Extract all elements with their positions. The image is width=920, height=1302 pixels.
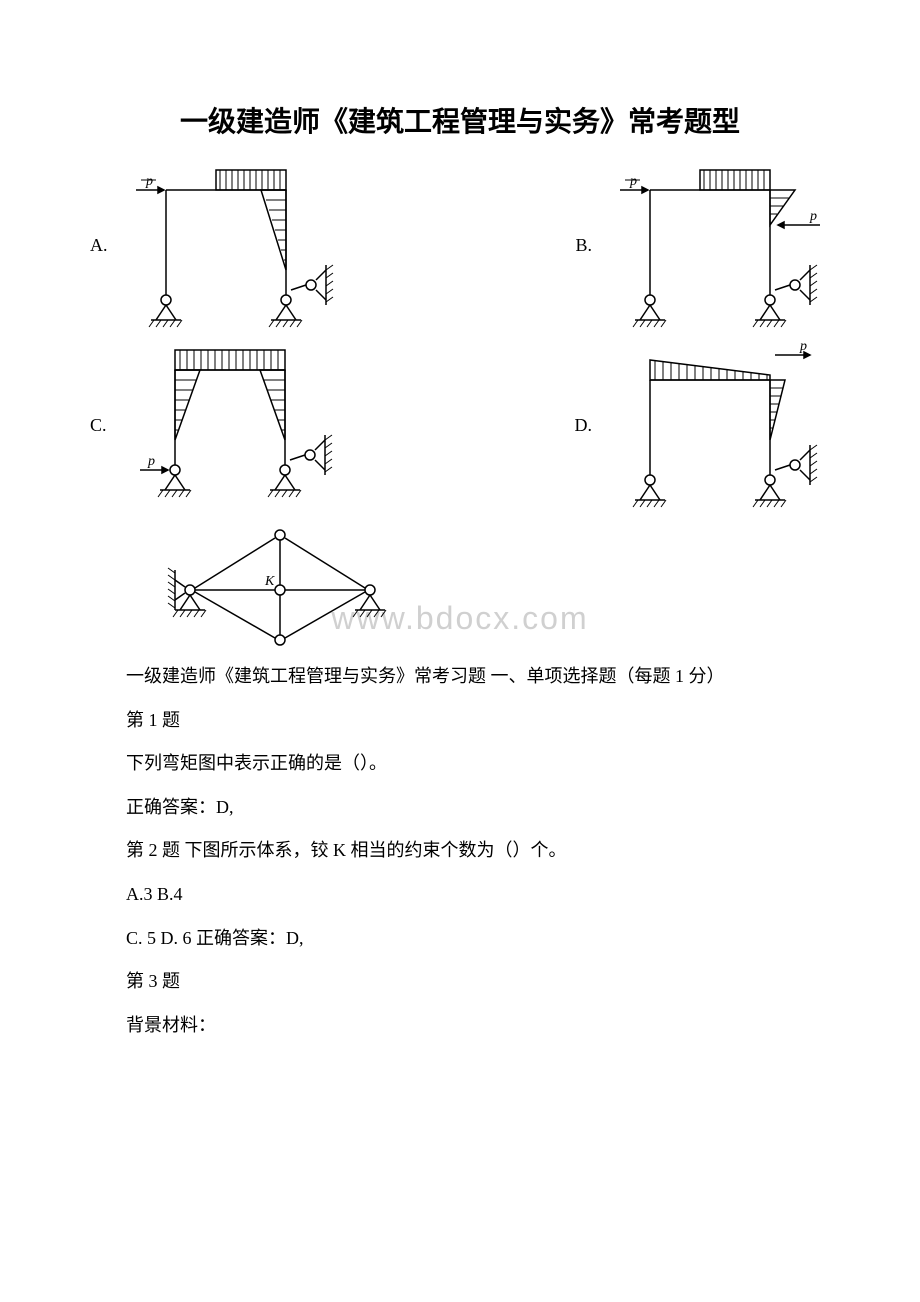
diagram-c-svg: p [115, 340, 345, 510]
text-line-2: 第 1 题 [90, 701, 830, 741]
diagram-a: A. p [90, 160, 346, 330]
svg-text:p: p [629, 174, 637, 189]
diagram-truss: K [150, 520, 830, 660]
text-content: 一级建造师《建筑工程管理与实务》常考习题 一、单项选择题（每题 1 分） 第 1… [90, 657, 830, 1045]
svg-text:p: p [809, 209, 817, 224]
svg-text:K: K [264, 574, 275, 589]
svg-text:p: p [799, 340, 807, 354]
diagram-b-svg: p p [600, 160, 830, 330]
text-line-5: 第 2 题 下图所示体系，铰 K 相当的约束个数为（）个。 [90, 831, 830, 871]
svg-text:p: p [147, 454, 155, 469]
text-line-1: 一级建造师《建筑工程管理与实务》常考习题 一、单项选择题（每题 1 分） [90, 657, 830, 697]
diagram-row-1: A. p [90, 160, 830, 330]
diagram-d: D. p [575, 340, 831, 510]
diagram-a-label: A. [90, 235, 108, 256]
diagram-c-label: C. [90, 415, 107, 436]
diagram-a-svg: p [116, 160, 346, 330]
svg-text:p: p [145, 174, 153, 189]
text-line-4: 正确答案：D, [90, 788, 830, 828]
text-line-3: 下列弯矩图中表示正确的是（）。 [90, 744, 830, 784]
text-line-8: 第 3 题 [90, 962, 830, 1002]
diagram-d-svg: p [600, 340, 830, 510]
text-line-6: A.3 B.4 [90, 875, 830, 915]
diagram-d-label: D. [575, 415, 593, 436]
diagram-b-label: B. [575, 235, 592, 256]
text-line-9: 背景材料： [90, 1006, 830, 1046]
diagram-b: B. p p [575, 160, 830, 330]
diagram-truss-svg: K [150, 520, 430, 660]
diagram-row-2: C. [90, 340, 830, 510]
text-line-7: C. 5 D. 6 正确答案：D, [90, 919, 830, 959]
page-title: 一级建造师《建筑工程管理与实务》常考题型 [90, 100, 830, 140]
diagram-c: C. [90, 340, 345, 510]
